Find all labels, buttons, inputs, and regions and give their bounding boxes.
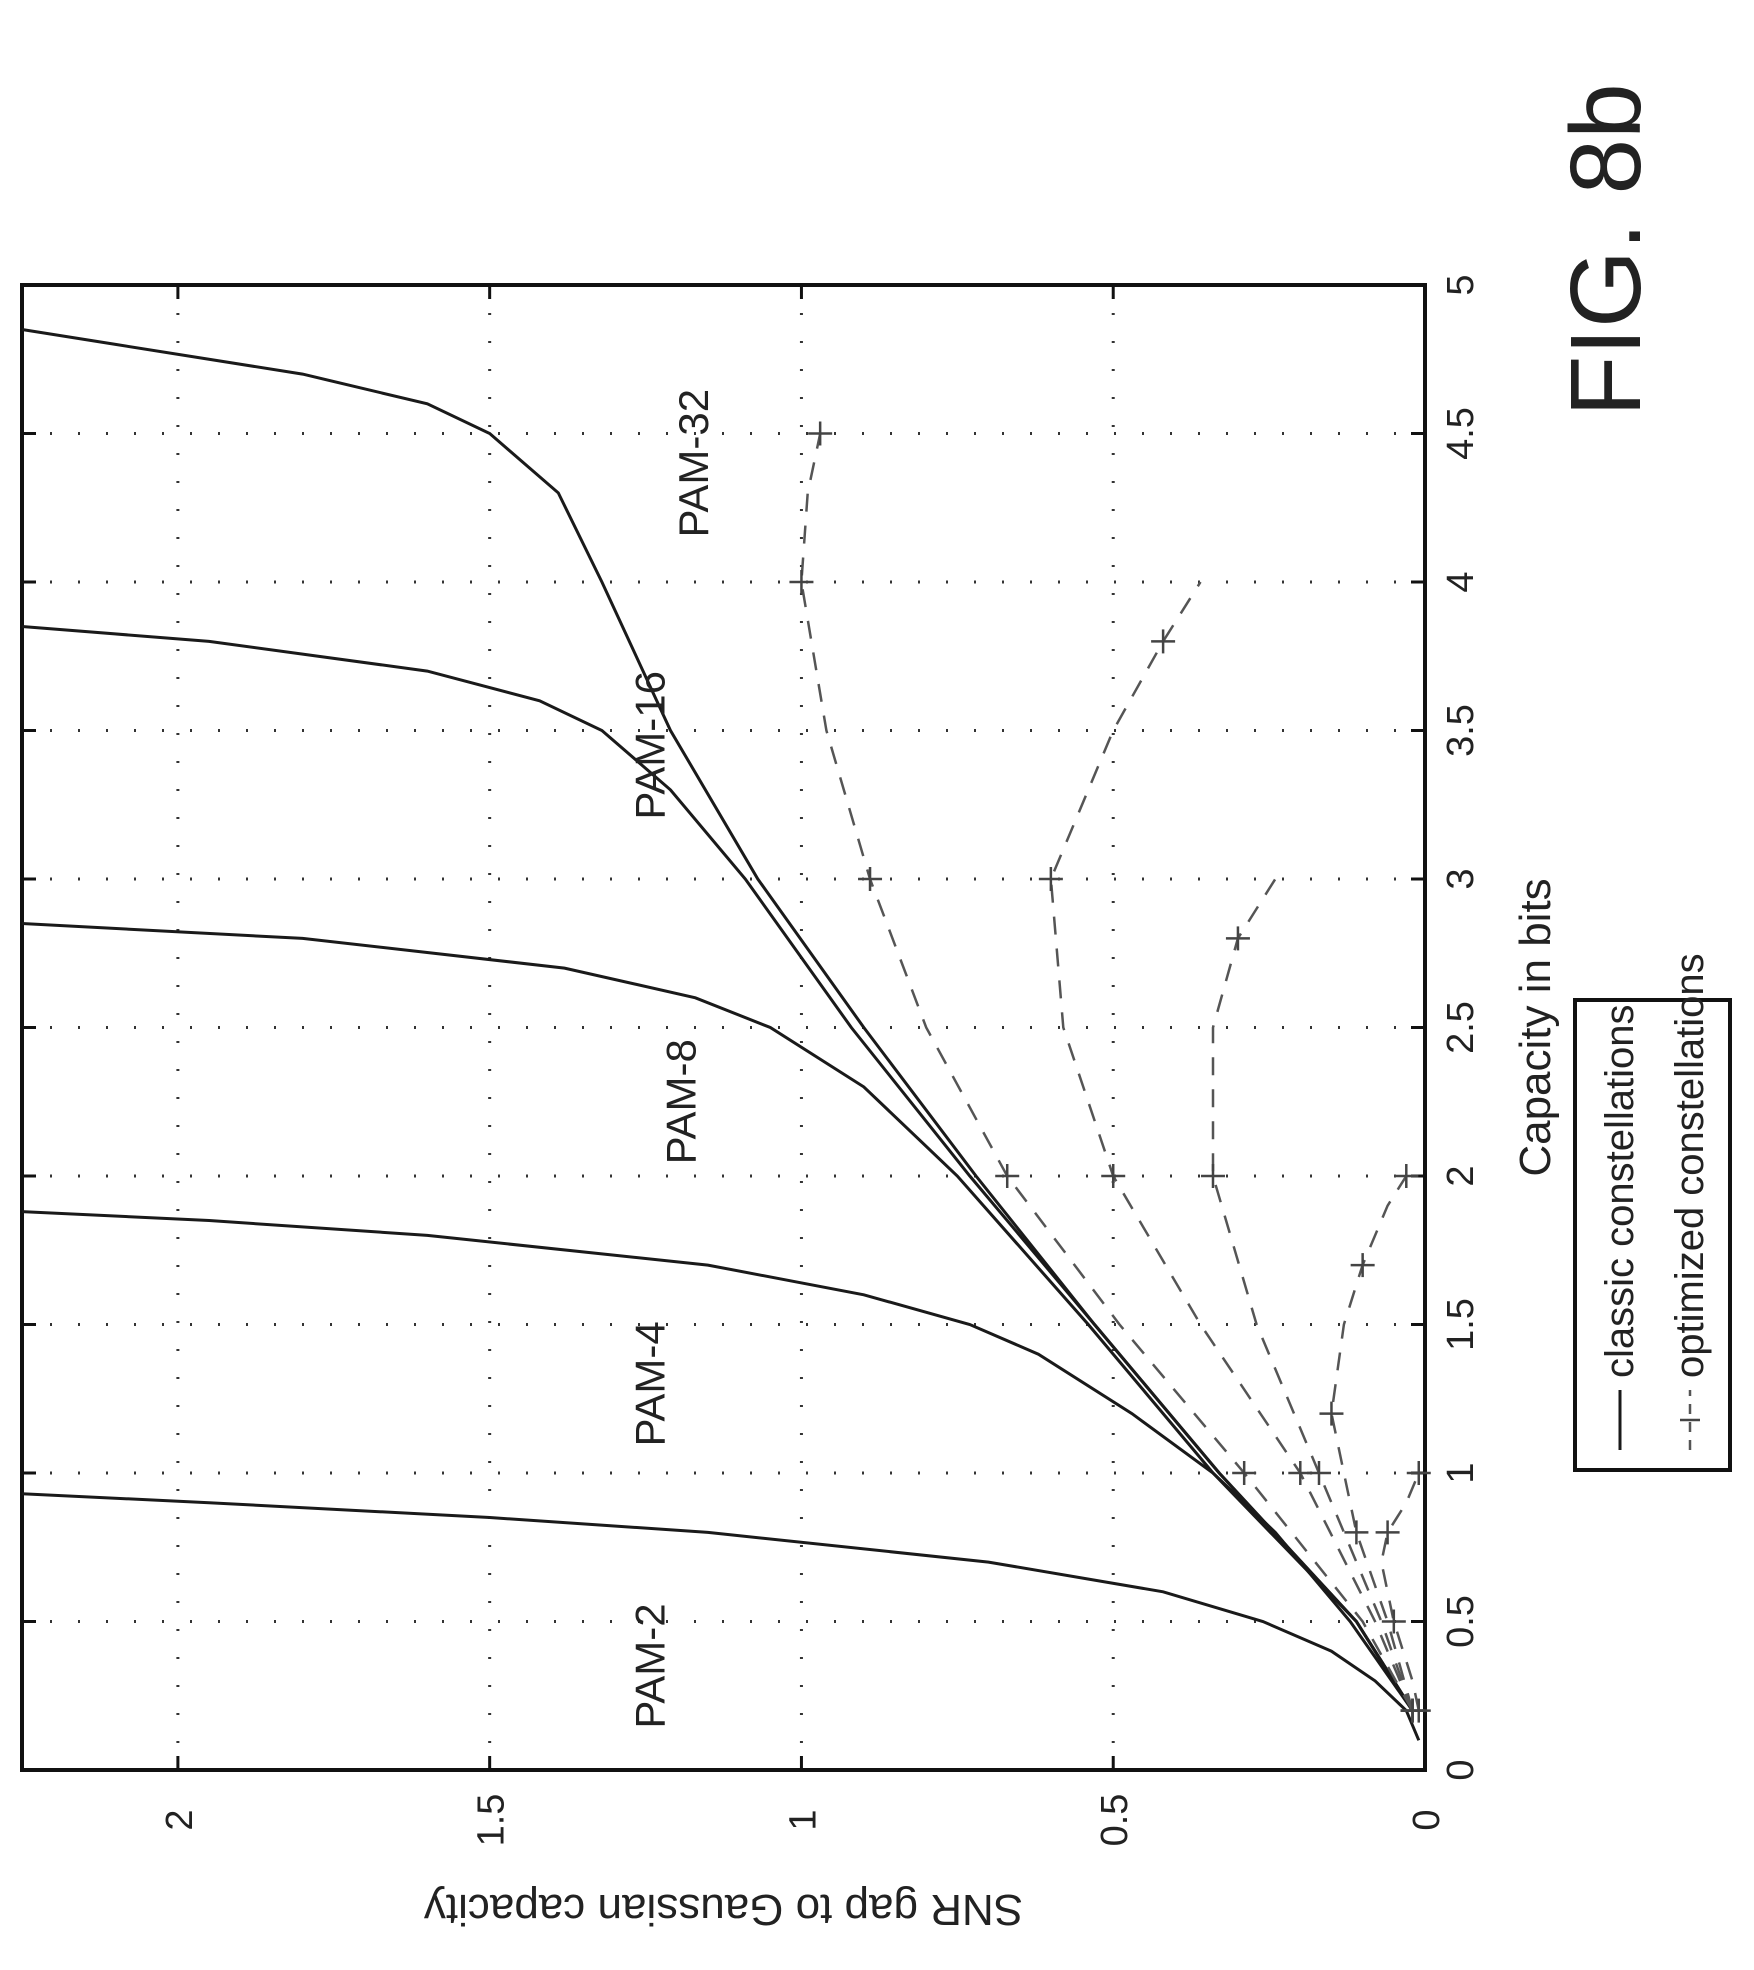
series-line: [21, 328, 1414, 1712]
x-axis-label: Capacity in bits: [1511, 878, 1560, 1176]
series-line: [1049, 581, 1414, 1712]
x-tick-label: 4.5: [1440, 407, 1482, 460]
legend-label: optimized constellations: [1668, 953, 1712, 1378]
series-marker: [1344, 1520, 1369, 1545]
y-axis-label: SNR gap to Gaussian capacity: [424, 1885, 1023, 1934]
x-tick-label: 1.5: [1440, 1298, 1482, 1351]
series-marker: [1101, 1164, 1126, 1188]
plot-area: 0 0.5 1 1.5 2 2.5 3 3.5 4 4.5 5 0 0.5 1 1.5 2 Capacity i…: [20, 274, 1732, 1934]
series-line: [21, 625, 1414, 1712]
series-marker: [1350, 1253, 1375, 1278]
series-annotation: PAM-4: [626, 1321, 673, 1446]
series-line: [21, 1492, 1421, 1741]
series-marker: [1232, 1461, 1257, 1485]
x-tick-label: 5: [1440, 274, 1482, 295]
series-annotation: PAM-2: [626, 1603, 673, 1728]
y-tick-label: 0.5: [1094, 1794, 1136, 1847]
x-tick-label: 2.5: [1440, 1001, 1482, 1054]
series-marker: [858, 867, 883, 891]
x-tick-label: 4: [1440, 571, 1482, 592]
x-tick-label: 2: [1440, 1165, 1482, 1186]
legend: classic constellations optimized constell…: [1573, 953, 1732, 1472]
series-marker: [1038, 867, 1063, 891]
series-annotation: PAM-16: [626, 671, 673, 820]
series-line: [1330, 1175, 1414, 1711]
legend-box: [1573, 998, 1732, 1472]
x-tick-label: 0: [1440, 1759, 1482, 1780]
legend-label: classic constellations: [1598, 1005, 1642, 1379]
series-marker: [1406, 1461, 1431, 1485]
series-annotation: PAM-32: [670, 389, 717, 538]
series-marker: [1200, 1164, 1225, 1188]
series-marker: [1400, 1698, 1425, 1723]
x-tick-label: 3: [1440, 868, 1482, 889]
x-tick-label: 3.5: [1440, 704, 1482, 757]
series-marker: [789, 570, 814, 594]
series-line: [800, 433, 1414, 1712]
series-line: [21, 922, 1414, 1712]
y-tick-label: 0: [1406, 1809, 1448, 1830]
figure-label: FIG. 8b: [1550, 83, 1662, 416]
y-tick-label: 1: [782, 1809, 824, 1830]
y-tick-label: 1.5: [471, 1794, 513, 1847]
y-tick-label: 2: [159, 1809, 201, 1830]
x-tick-label: 0.5: [1440, 1595, 1482, 1648]
x-tick-label: 1: [1440, 1462, 1482, 1483]
series-marker: [995, 1164, 1020, 1188]
series-marker: [1394, 1164, 1419, 1188]
series-line: [1211, 878, 1414, 1712]
series-annotation: PAM-8: [657, 1039, 704, 1164]
series-marker: [1225, 926, 1250, 951]
series-marker: [1375, 1520, 1400, 1545]
series-marker: [1151, 629, 1176, 654]
series-marker: [1288, 1461, 1313, 1485]
series-marker: [1319, 1401, 1344, 1426]
series-marker: [808, 421, 833, 446]
series-marker: [1381, 1609, 1406, 1634]
